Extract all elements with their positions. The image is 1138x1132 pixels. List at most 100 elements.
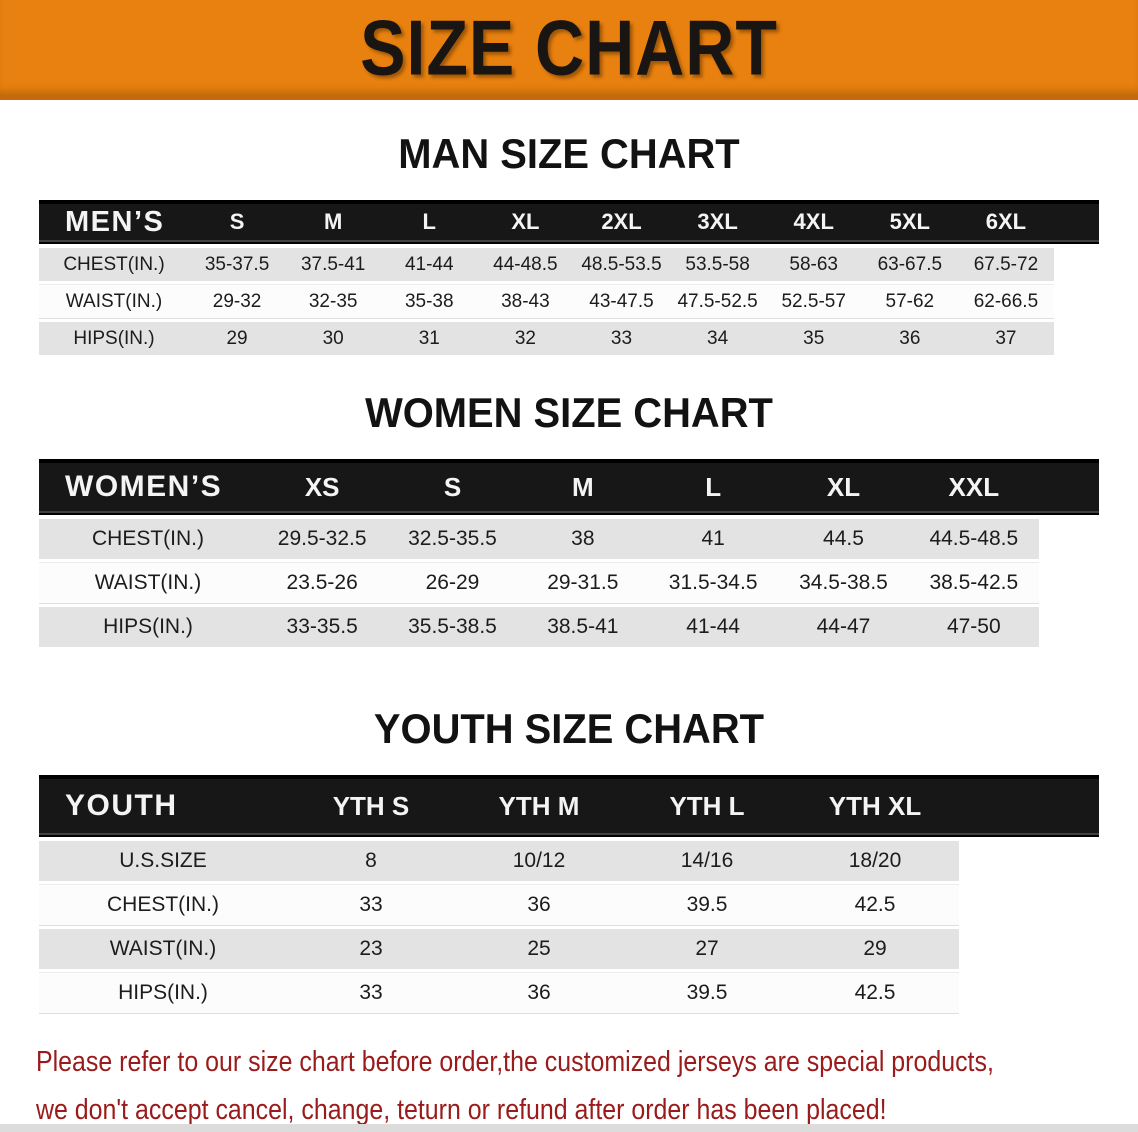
size-value-cell: 33 [287,885,455,925]
column-header: 2XL [573,200,670,244]
column-header: YTH M [455,775,623,837]
page-title: SIZE CHART [360,3,778,92]
size-value-cell: 34 [669,322,766,355]
size-value-cell: 43-47.5 [573,285,670,318]
filler-cell [959,929,1099,969]
size-value-cell: 62-66.5 [957,285,1054,318]
row-label-cell: WAIST(IN.) [39,929,287,969]
table-header-row: YOUTH YTH S YTH M YTH L YTH XL [39,775,1099,837]
size-value-cell: 37.5-41 [285,248,382,281]
size-value-cell: 23.5-26 [257,563,388,603]
column-header: 6XL [957,200,1054,244]
size-value-cell: 44.5-48.5 [908,519,1039,559]
section-title: MAN SIZE CHART [398,130,740,177]
row-label-cell: HIPS(IN.) [39,973,287,1013]
disclaimer-line-2: we don't accept cancel, change, teturn o… [36,1094,887,1126]
charts-container: MAN SIZE CHART MEN’S S M L XL 2XL 3XL 4XL 5XL 6XL… [0,130,1138,1017]
column-header: S [189,200,286,244]
column-header: M [285,200,382,244]
filler-cell [959,885,1099,925]
size-value-cell: 18/20 [791,841,959,881]
column-header: YTH S [287,775,455,837]
size-value-cell: 29 [791,929,959,969]
filler-cell [1054,200,1099,244]
size-table: YOUTH YTH S YTH M YTH L YTH XL U.S.SIZE 8 10/1… [39,771,1099,1017]
size-value-cell: 44.5 [778,519,909,559]
size-value-cell: 10/12 [455,841,623,881]
table-corner-label: WOMEN’S [39,459,257,515]
table-row: CHEST(IN.) 35-37.5 37.5-41 41-44 44-48.5 48.5… [39,248,1099,281]
row-label-cell: WAIST(IN.) [39,285,189,318]
size-value-cell: 29.5-32.5 [257,519,388,559]
column-header: M [517,459,648,515]
size-value-cell: 39.5 [623,973,791,1013]
size-value-cell: 47-50 [908,607,1039,647]
size-value-cell: 33 [287,973,455,1013]
size-value-cell: 23 [287,929,455,969]
size-value-cell: 67.5-72 [957,248,1054,281]
section-women-size-chart: WOMEN SIZE CHART WOMEN’S XS S M L XL XXL CHEST… [0,389,1138,651]
size-value-cell: 52.5-57 [765,285,862,318]
filler-cell [1039,519,1099,559]
size-value-cell: 30 [285,322,382,355]
size-value-cell: 48.5-53.5 [573,248,670,281]
column-header: XS [257,459,388,515]
size-value-cell: 38.5-42.5 [908,563,1039,603]
table-corner-label: YOUTH [39,775,287,837]
column-header: S [387,459,518,515]
filler-cell [1039,607,1099,647]
size-value-cell: 36 [455,973,623,1013]
section-youth-size-chart: YOUTH SIZE CHART YOUTH YTH S YTH M YTH L YTH… [0,705,1138,1017]
size-value-cell: 31.5-34.5 [647,563,779,603]
size-value-cell: 29-31.5 [517,563,648,603]
table-header-row: WOMEN’S XS S M L XL XXL [39,459,1099,515]
column-header: XXL [908,459,1039,515]
size-value-cell: 39.5 [623,885,791,925]
disclaimer: Please refer to our size chart before or… [36,1043,1138,1129]
size-value-cell: 25 [455,929,623,969]
size-value-cell: 29-32 [189,285,286,318]
column-header: L [647,459,779,515]
size-value-cell: 14/16 [623,841,791,881]
column-header: XL [477,200,574,244]
size-value-cell: 38 [517,519,648,559]
column-header: L [381,200,478,244]
size-value-cell: 38.5-41 [517,607,648,647]
size-value-cell: 31 [381,322,478,355]
size-value-cell: 38-43 [477,285,574,318]
column-header: YTH L [623,775,791,837]
table-row: U.S.SIZE 8 10/12 14/16 18/20 [39,841,1099,881]
column-header: YTH XL [791,775,959,837]
size-value-cell: 29 [189,322,286,355]
size-value-cell: 47.5-52.5 [669,285,766,318]
size-value-cell: 35-37.5 [189,248,286,281]
row-label-cell: HIPS(IN.) [39,322,189,355]
bottom-strip [0,1124,1138,1132]
size-value-cell: 63-67.5 [861,248,958,281]
table-row: CHEST(IN.) 33 36 39.5 42.5 [39,885,1099,925]
disclaimer-line-1: Please refer to our size chart before or… [36,1046,994,1078]
column-header: 3XL [669,200,766,244]
table-row: WAIST(IN.) 23.5-26 26-29 29-31.5 31.5-34.5 34… [39,563,1099,603]
filler-cell [1054,285,1099,318]
size-value-cell: 53.5-58 [669,248,766,281]
table-row: WAIST(IN.) 23 25 27 29 [39,929,1099,969]
column-header: XL [778,459,909,515]
row-label-cell: CHEST(IN.) [39,248,189,281]
row-label-cell: U.S.SIZE [39,841,287,881]
filler-cell [959,841,1099,881]
size-value-cell: 41 [647,519,779,559]
size-value-cell: 35.5-38.5 [387,607,518,647]
size-value-cell: 32.5-35.5 [387,519,518,559]
size-value-cell: 32 [477,322,574,355]
table-row: WAIST(IN.) 29-32 32-35 35-38 38-43 43-47.5 47.… [39,285,1099,318]
filler-cell [959,775,1099,837]
size-value-cell: 58-63 [765,248,862,281]
size-value-cell: 34.5-38.5 [778,563,909,603]
size-value-cell: 33 [573,322,670,355]
section-man-size-chart: MAN SIZE CHART MEN’S S M L XL 2XL 3XL 4XL 5XL 6XL… [0,130,1138,359]
size-value-cell: 26-29 [387,563,518,603]
column-header: 5XL [861,200,958,244]
size-value-cell: 27 [623,929,791,969]
